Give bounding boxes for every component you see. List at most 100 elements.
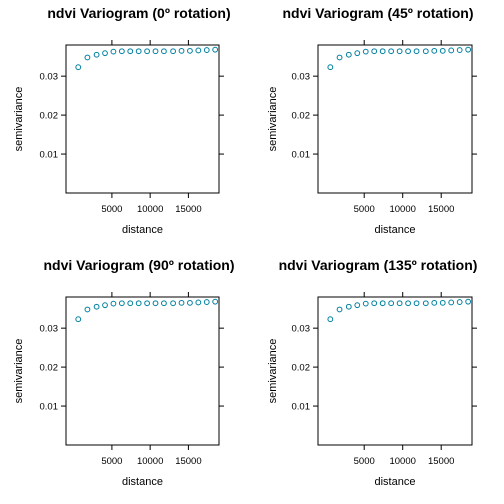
- chart-title: ndvi Variogram (0º rotation): [47, 5, 230, 21]
- data-point: [84, 306, 91, 313]
- data-point: [371, 300, 378, 307]
- data-point: [456, 299, 463, 305]
- plot-frame: [65, 44, 220, 194]
- variogram-panel: ndvi Variogram (45º rotation) 5000 10000 15…: [267, 5, 477, 236]
- data-point: [195, 299, 202, 306]
- data-point: [362, 300, 369, 307]
- data-point: [465, 298, 472, 305]
- y-tick-label: 0.02: [292, 111, 311, 122]
- data-point: [405, 300, 411, 307]
- data-point: [336, 306, 343, 313]
- data-point: [413, 48, 420, 55]
- x-tick-label: 10000: [137, 204, 163, 215]
- data-point: [212, 298, 219, 305]
- data-point: [118, 48, 125, 55]
- x-tick-label: 15000: [175, 456, 201, 467]
- y-tick-label: 0.01: [40, 150, 59, 161]
- data-point: [465, 46, 472, 53]
- data-point: [345, 51, 352, 58]
- data-point: [127, 48, 134, 55]
- data-point: [396, 300, 403, 307]
- data-point: [388, 300, 395, 307]
- data-point: [203, 299, 210, 305]
- data-point: [161, 48, 167, 55]
- data-point: [327, 64, 334, 71]
- data-point: [187, 47, 193, 54]
- data-point: [203, 47, 210, 53]
- data-point: [439, 47, 446, 54]
- x-tick-label: 5000: [354, 456, 375, 467]
- data-point: [110, 48, 117, 55]
- data-point: [371, 48, 378, 55]
- data-point: [170, 300, 177, 307]
- x-tick-label: 10000: [389, 204, 415, 215]
- data-point: [152, 300, 159, 307]
- y-tick-label: 0.03: [40, 324, 59, 335]
- variogram-panel: ndvi Variogram (135º rotation) 5000 10000 1…: [267, 257, 477, 488]
- x-axis-label: distance: [122, 476, 163, 488]
- chart-title: ndvi Variogram (45º rotation): [282, 5, 473, 21]
- data-point: [362, 48, 369, 55]
- y-axis-label: semivariance: [267, 87, 279, 152]
- data-point: [187, 299, 193, 306]
- data-point: [413, 300, 420, 307]
- data-point: [439, 299, 446, 306]
- data-point: [405, 48, 411, 55]
- x-tick-label: 5000: [101, 204, 122, 215]
- y-tick-label: 0.01: [292, 402, 311, 413]
- plot-frame: [317, 44, 473, 194]
- data-point: [396, 48, 403, 55]
- data-point: [102, 302, 108, 309]
- data-point: [118, 300, 125, 307]
- data-point: [178, 299, 185, 306]
- x-tick-label: 15000: [428, 204, 454, 215]
- data-point: [161, 300, 167, 307]
- x-tick-label: 15000: [175, 204, 201, 215]
- data-point: [354, 50, 361, 57]
- y-tick-label: 0.01: [40, 402, 59, 413]
- y-tick-label: 0.01: [292, 150, 311, 161]
- x-tick-label: 5000: [354, 204, 375, 215]
- data-point: [75, 316, 82, 323]
- data-point: [456, 47, 463, 53]
- data-point: [448, 47, 455, 54]
- data-point: [345, 303, 352, 310]
- data-point: [135, 300, 142, 307]
- chart-title: ndvi Variogram (135º rotation): [279, 257, 478, 273]
- data-point: [93, 51, 100, 58]
- data-point: [431, 299, 438, 306]
- data-point: [93, 303, 100, 310]
- x-tick-label: 10000: [137, 456, 163, 467]
- y-tick-label: 0.02: [40, 111, 59, 122]
- variogram-panel: ndvi Variogram (0º rotation) 5000 10000 150…: [13, 5, 231, 236]
- x-axis-label: distance: [375, 476, 416, 488]
- data-point: [422, 300, 429, 307]
- x-axis-label: distance: [375, 224, 416, 236]
- data-point: [170, 48, 177, 55]
- y-tick-label: 0.03: [292, 324, 311, 335]
- data-point: [336, 54, 343, 61]
- x-tick-label: 5000: [101, 456, 122, 467]
- data-point: [144, 300, 150, 307]
- data-point: [379, 300, 386, 307]
- data-point: [144, 48, 150, 55]
- y-axis-label: semivariance: [13, 87, 25, 152]
- variogram-panel: ndvi Variogram (90º rotation) 5000 10000 15…: [13, 257, 235, 488]
- data-point: [388, 48, 395, 55]
- plot-frame: [317, 296, 473, 446]
- data-point: [379, 48, 386, 55]
- y-axis-label: semivariance: [13, 339, 25, 404]
- data-point: [127, 300, 134, 307]
- x-tick-label: 10000: [389, 456, 415, 467]
- y-axis-label: semivariance: [267, 339, 279, 404]
- data-point: [75, 64, 82, 71]
- x-axis-label: distance: [122, 224, 163, 236]
- data-point: [212, 46, 219, 53]
- x-tick-label: 15000: [428, 456, 454, 467]
- data-point: [448, 299, 455, 306]
- data-point: [84, 54, 91, 61]
- data-point: [135, 48, 142, 55]
- y-tick-label: 0.03: [40, 72, 59, 83]
- data-point: [152, 48, 159, 55]
